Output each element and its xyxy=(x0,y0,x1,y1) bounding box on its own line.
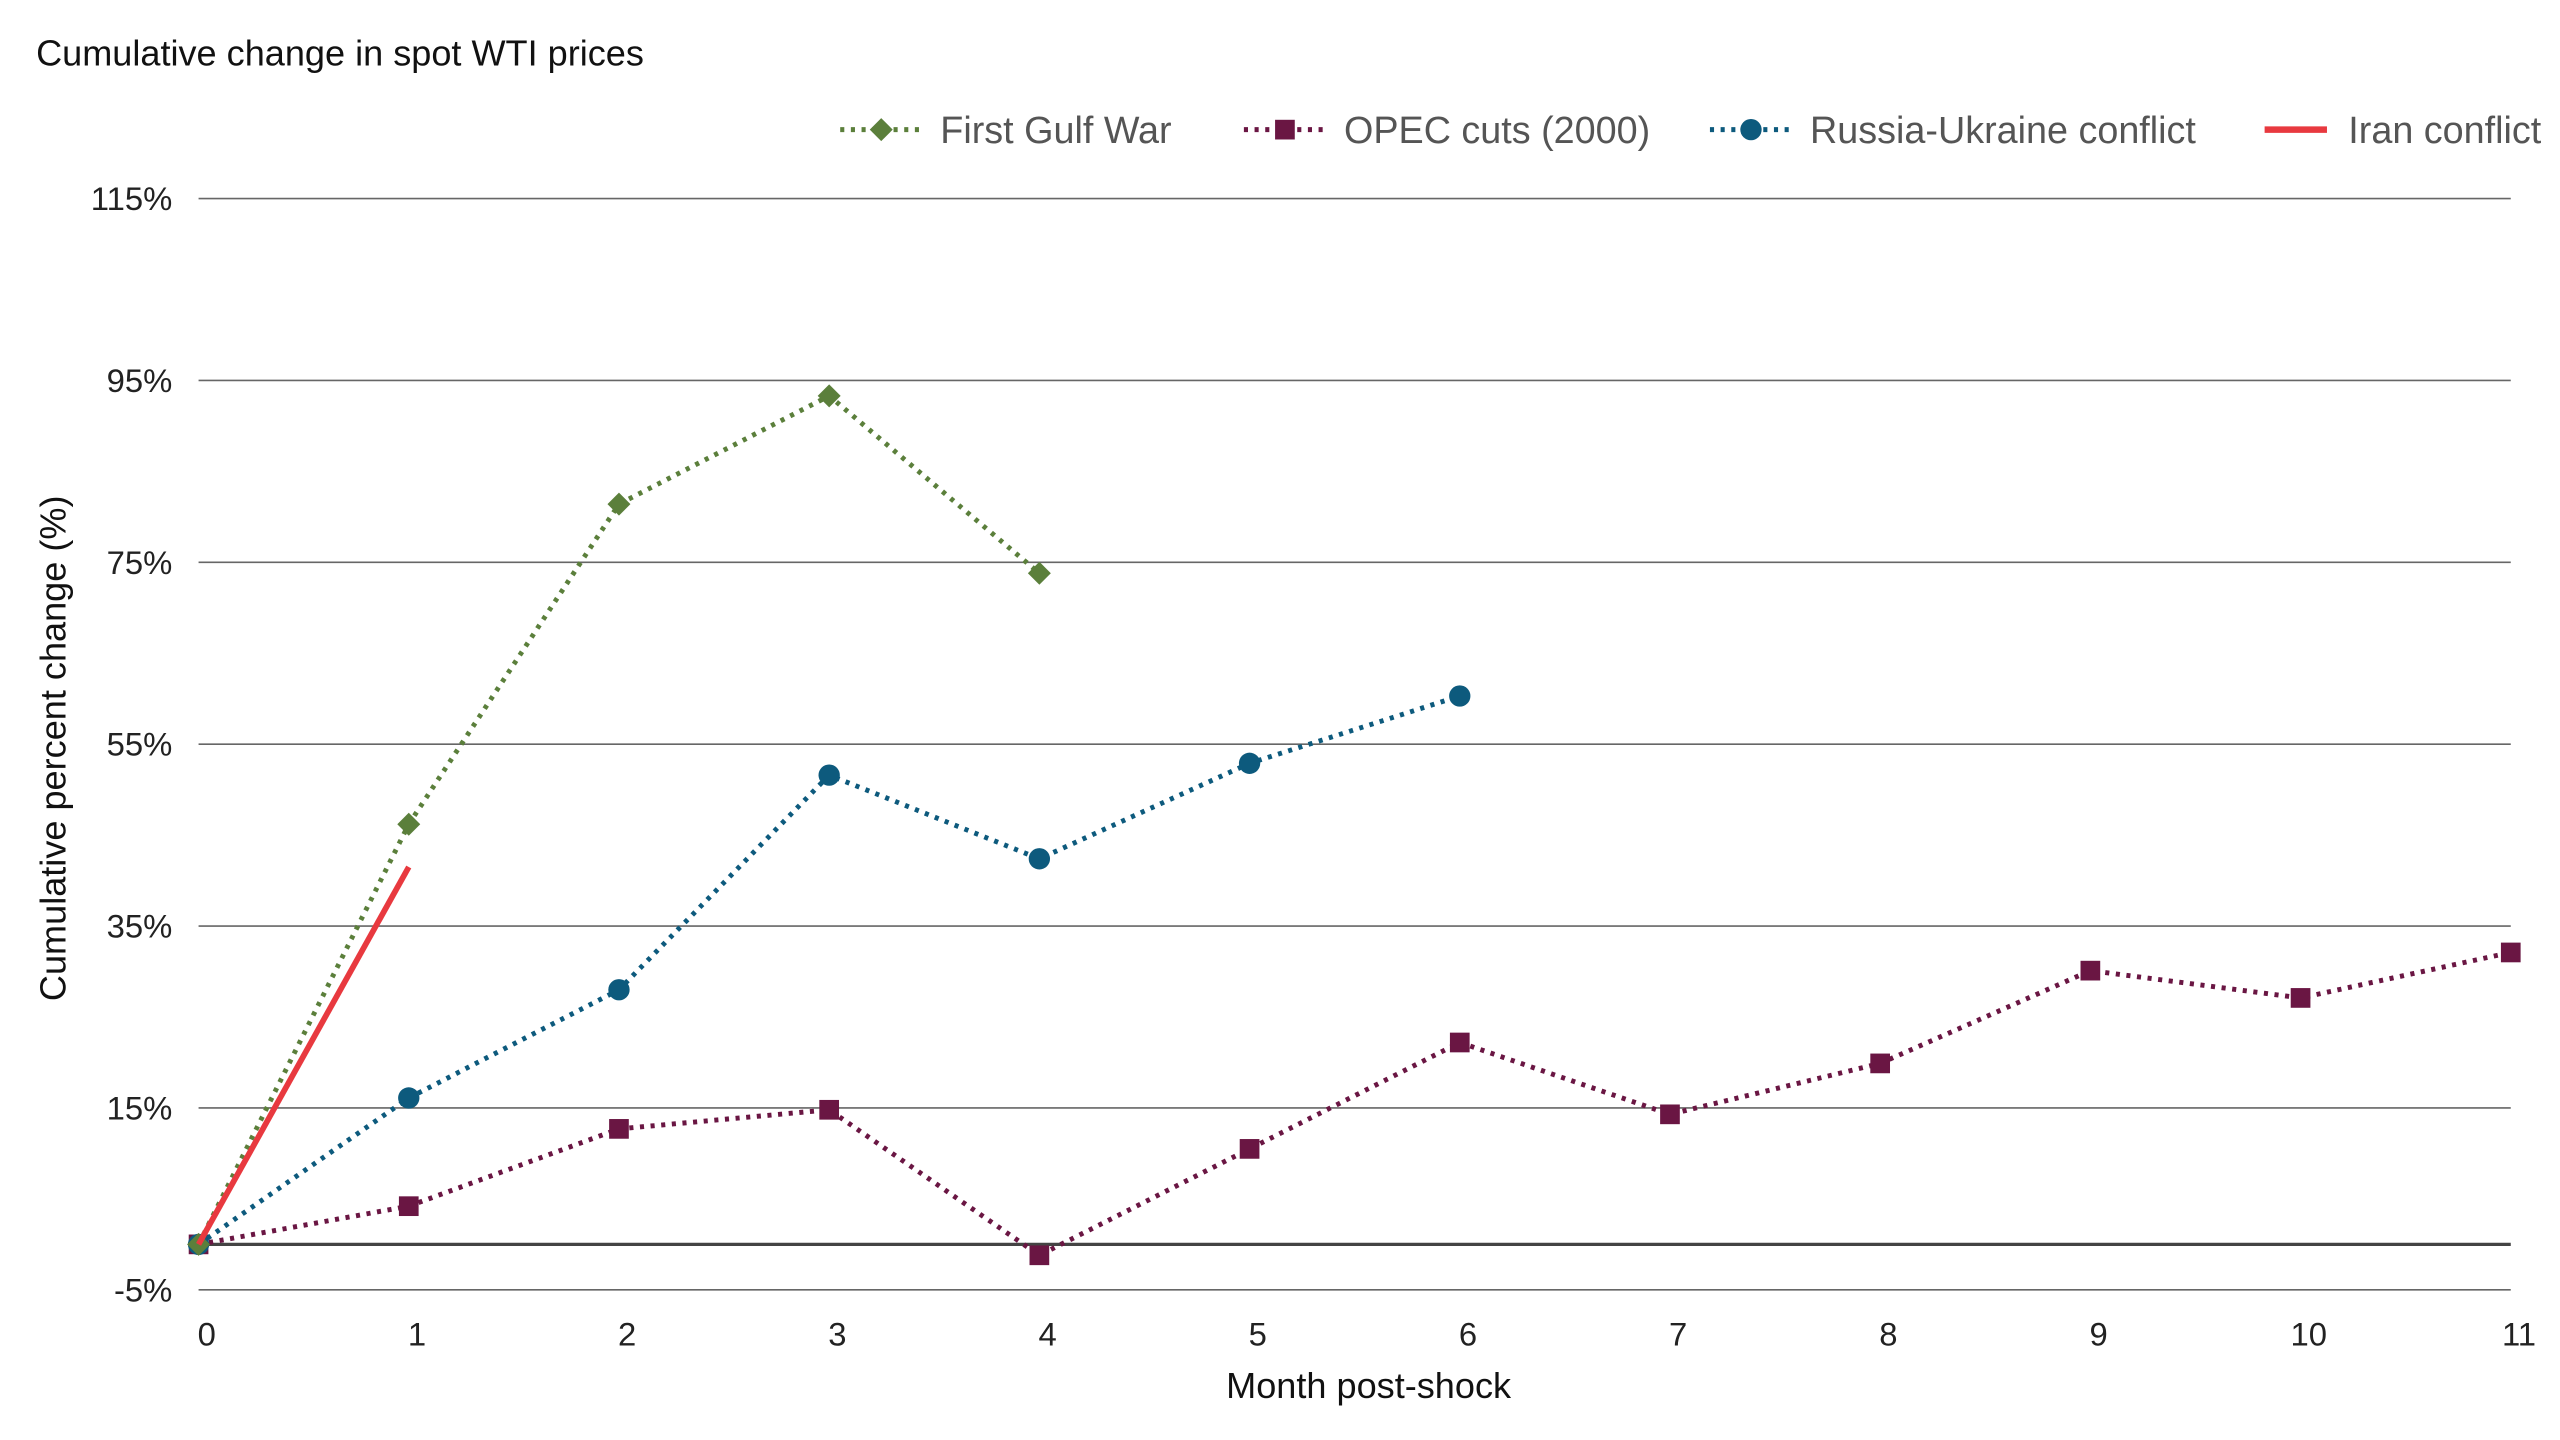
y-tick-label: 115% xyxy=(91,180,173,217)
y-tick-label: 15% xyxy=(107,1089,173,1126)
square-marker xyxy=(1449,1032,1470,1053)
square-marker xyxy=(398,1196,419,1217)
diamond-marker xyxy=(869,118,893,142)
series-group xyxy=(187,384,2521,1266)
x-tick-label: 8 xyxy=(1879,1316,1897,1353)
legend-label: First Gulf War xyxy=(940,109,1171,151)
square-marker xyxy=(1239,1139,1260,1159)
square-marker xyxy=(1275,119,1295,140)
series-opec-cuts-2000- xyxy=(188,942,2521,1266)
y-tick-label: 95% xyxy=(107,362,173,399)
square-marker xyxy=(1029,1245,1050,1266)
legend-item: Iran conflict xyxy=(2264,109,2542,151)
y-axis-title: Cumulative percent change (%) xyxy=(33,496,74,1002)
x-tick-label: 0 xyxy=(198,1316,216,1353)
diamond-marker xyxy=(1027,561,1051,585)
circle-marker xyxy=(1740,118,1762,141)
legend-label: OPEC cuts (2000) xyxy=(1344,109,1650,151)
series-line xyxy=(196,392,1041,1246)
series-russia-ukraine-conflict xyxy=(187,685,1471,1256)
diamond-marker xyxy=(397,812,421,836)
circle-marker xyxy=(1028,848,1051,870)
y-tick-label: 75% xyxy=(107,544,173,581)
y-tick-label: -5% xyxy=(114,1271,172,1308)
square-marker xyxy=(2500,942,2521,963)
square-marker xyxy=(2290,988,2311,1008)
series-line xyxy=(196,865,412,1246)
circle-marker xyxy=(608,979,630,1001)
square-marker xyxy=(1660,1104,1680,1125)
x-tick-label: 7 xyxy=(1669,1316,1687,1353)
x-tick-label: 10 xyxy=(2291,1316,2328,1353)
legend-item: OPEC cuts (2000) xyxy=(1243,109,1650,151)
legend: First Gulf War OPEC cuts (2000) Russia-Ukr… xyxy=(840,109,2542,151)
circle-marker xyxy=(398,1087,420,1109)
x-axis-ticks: 0 1 2 3 4 5 6 7 8 9 10 11 xyxy=(198,1316,2536,1353)
chart-title: Cumulative change in spot WTI prices xyxy=(36,33,644,74)
series-iran-conflict xyxy=(196,865,412,1246)
legend-label: Russia-Ukraine conflict xyxy=(1810,109,2196,151)
y-tick-label: 35% xyxy=(107,908,173,945)
x-tick-label: 3 xyxy=(828,1316,846,1353)
square-marker xyxy=(1870,1053,1891,1074)
x-tick-label: 1 xyxy=(408,1316,426,1353)
series-line xyxy=(198,950,2512,1259)
square-marker xyxy=(819,1099,840,1120)
diamond-marker xyxy=(607,492,631,516)
square-marker xyxy=(2080,960,2101,981)
x-tick-label: 2 xyxy=(618,1316,636,1353)
legend-label: Iran conflict xyxy=(2348,109,2541,151)
gridlines xyxy=(198,197,2511,1291)
square-marker xyxy=(609,1119,629,1139)
x-tick-label: 4 xyxy=(1038,1316,1056,1353)
circle-marker xyxy=(1449,685,1471,707)
x-tick-label: 6 xyxy=(1459,1316,1477,1353)
x-tick-label: 5 xyxy=(1249,1316,1267,1353)
legend-item: Russia-Ukraine conflict xyxy=(1709,109,2196,151)
circle-marker xyxy=(818,764,840,786)
y-axis-ticks: 115% 95% 75% 55% 35% 15% -5% xyxy=(91,180,173,1308)
circle-marker xyxy=(1238,752,1261,774)
y-tick-label: 55% xyxy=(107,726,173,763)
diamond-marker xyxy=(817,384,841,408)
legend-item: First Gulf War xyxy=(840,109,1172,151)
x-tick-label: 9 xyxy=(2089,1316,2107,1353)
x-axis-title: Month post-shock xyxy=(1226,1365,1512,1406)
x-tick-label: 11 xyxy=(2502,1316,2536,1353)
